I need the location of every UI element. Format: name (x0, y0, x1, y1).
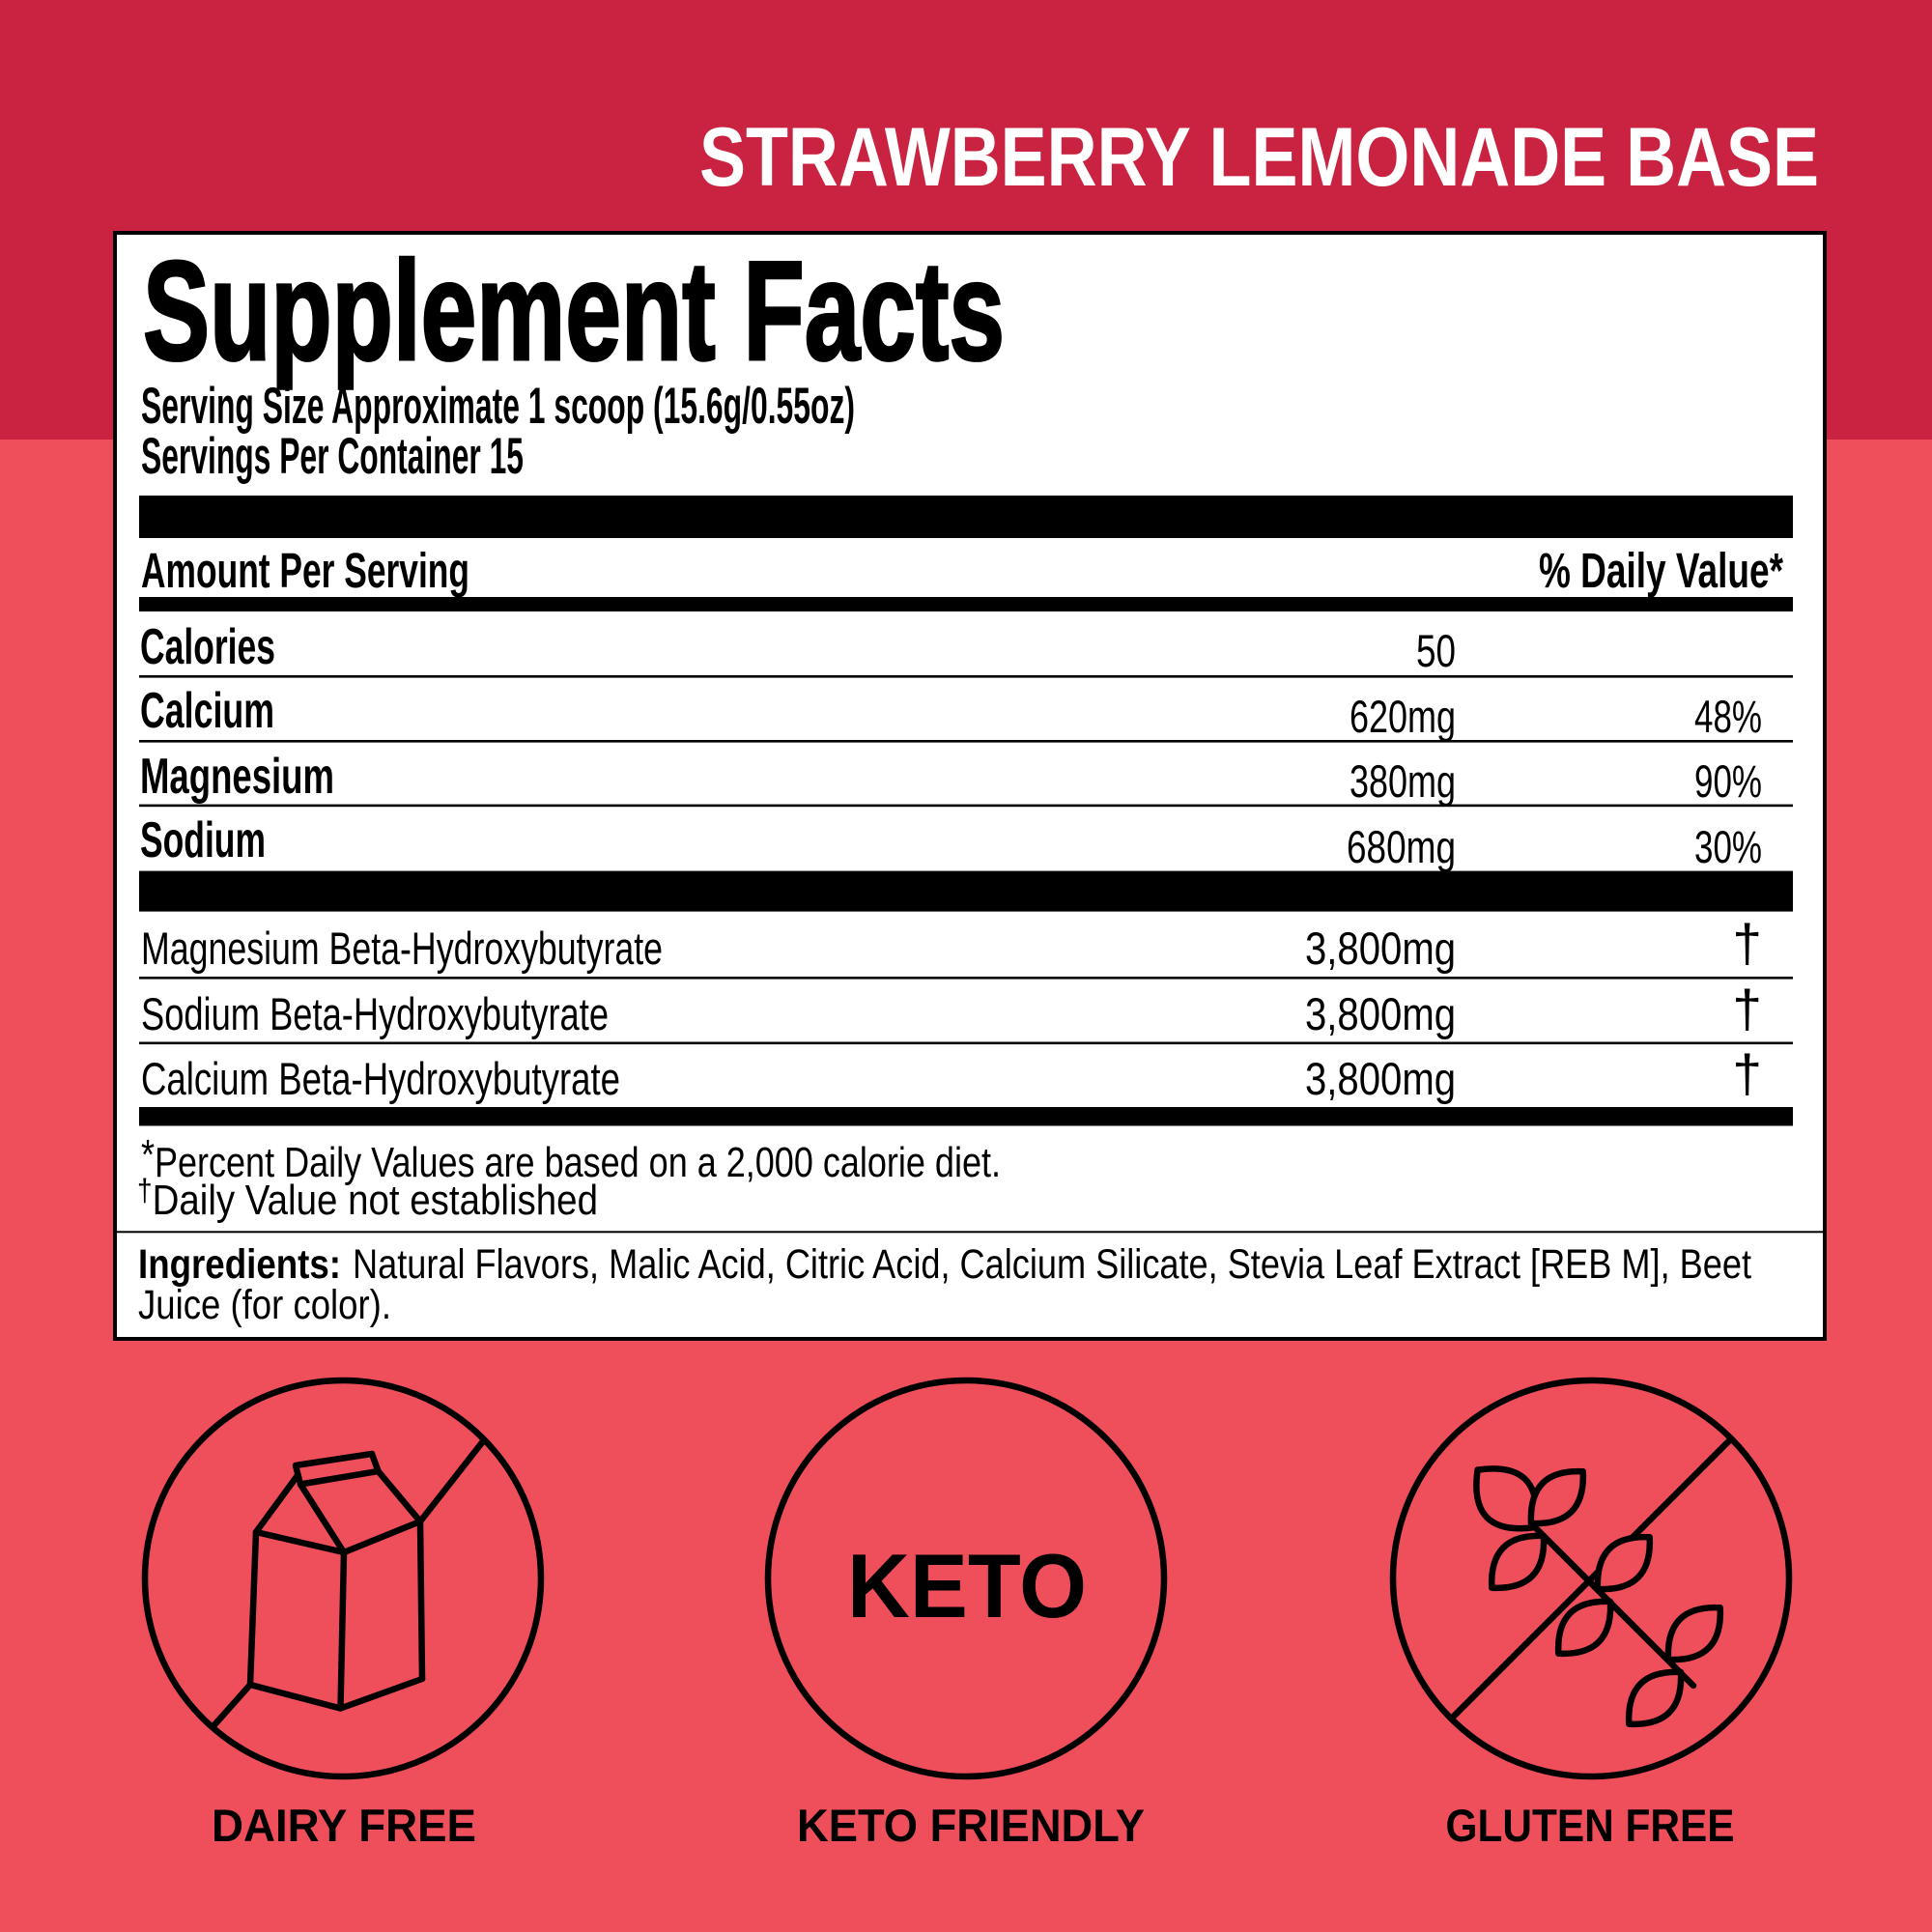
svg-text:KETO: KETO (847, 1535, 1087, 1636)
svg-text:Servings Per Container 15: Servings Per Container 15 (141, 428, 524, 485)
svg-text:Magnesium: Magnesium (140, 749, 334, 805)
svg-text:30%: 30% (1694, 821, 1762, 872)
svg-text:3,800mg: 3,800mg (1305, 923, 1456, 974)
svg-text:*Percent Daily Values are base: *Percent Daily Values are based on a 2,0… (141, 1131, 1001, 1186)
svg-text:KETO FRIENDLY: KETO FRIENDLY (797, 1800, 1145, 1851)
svg-text:Sodium Beta-Hydroxybutyrate: Sodium Beta-Hydroxybutyrate (141, 988, 609, 1039)
svg-text:Magnesium Beta-Hydroxybutyrate: Magnesium Beta-Hydroxybutyrate (141, 923, 663, 974)
svg-text:Calories: Calories (140, 619, 275, 675)
svg-text:Calcium: Calcium (140, 683, 274, 739)
svg-text:Juice (for color).: Juice (for color). (138, 1282, 391, 1328)
svg-text:620mg: 620mg (1350, 691, 1456, 742)
svg-text:DAIRY FREE: DAIRY FREE (212, 1800, 476, 1851)
svg-text:3,800mg: 3,800mg (1305, 988, 1456, 1039)
svg-text:†: † (1732, 979, 1762, 1038)
svg-text:Serving Size Approximate 1 sco: Serving Size Approximate 1 scoop (15.6g/… (141, 378, 855, 435)
svg-text:Calcium Beta-Hydroxybutyrate: Calcium Beta-Hydroxybutyrate (141, 1053, 620, 1104)
svg-text:Ingredients:: Ingredients: (138, 1241, 341, 1288)
svg-text:GLUTEN FREE: GLUTEN FREE (1446, 1800, 1735, 1851)
svg-text:48%: 48% (1694, 691, 1762, 742)
svg-text:†: † (1732, 913, 1762, 973)
svg-text:Natural Flavors, Malic Acid, C: Natural Flavors, Malic Acid, Citric Acid… (353, 1241, 1751, 1288)
svg-text:STRAWBERRY LEMONADE BASE: STRAWBERRY LEMONADE BASE (699, 111, 1819, 204)
svg-text:50: 50 (1416, 625, 1456, 676)
svg-text:†Daily Value not established: †Daily Value not established (137, 1173, 598, 1224)
svg-text:% Daily Value*: % Daily Value* (1539, 543, 1783, 598)
svg-text:Sodium: Sodium (140, 812, 266, 868)
svg-text:680mg: 680mg (1347, 821, 1456, 872)
svg-text:†: † (1732, 1043, 1762, 1103)
svg-text:380mg: 380mg (1350, 755, 1456, 807)
svg-text:90%: 90% (1694, 755, 1762, 807)
svg-text:Amount Per Serving: Amount Per Serving (141, 543, 469, 598)
svg-text:Supplement Facts: Supplement Facts (143, 232, 1005, 389)
svg-text:3,800mg: 3,800mg (1305, 1053, 1456, 1104)
